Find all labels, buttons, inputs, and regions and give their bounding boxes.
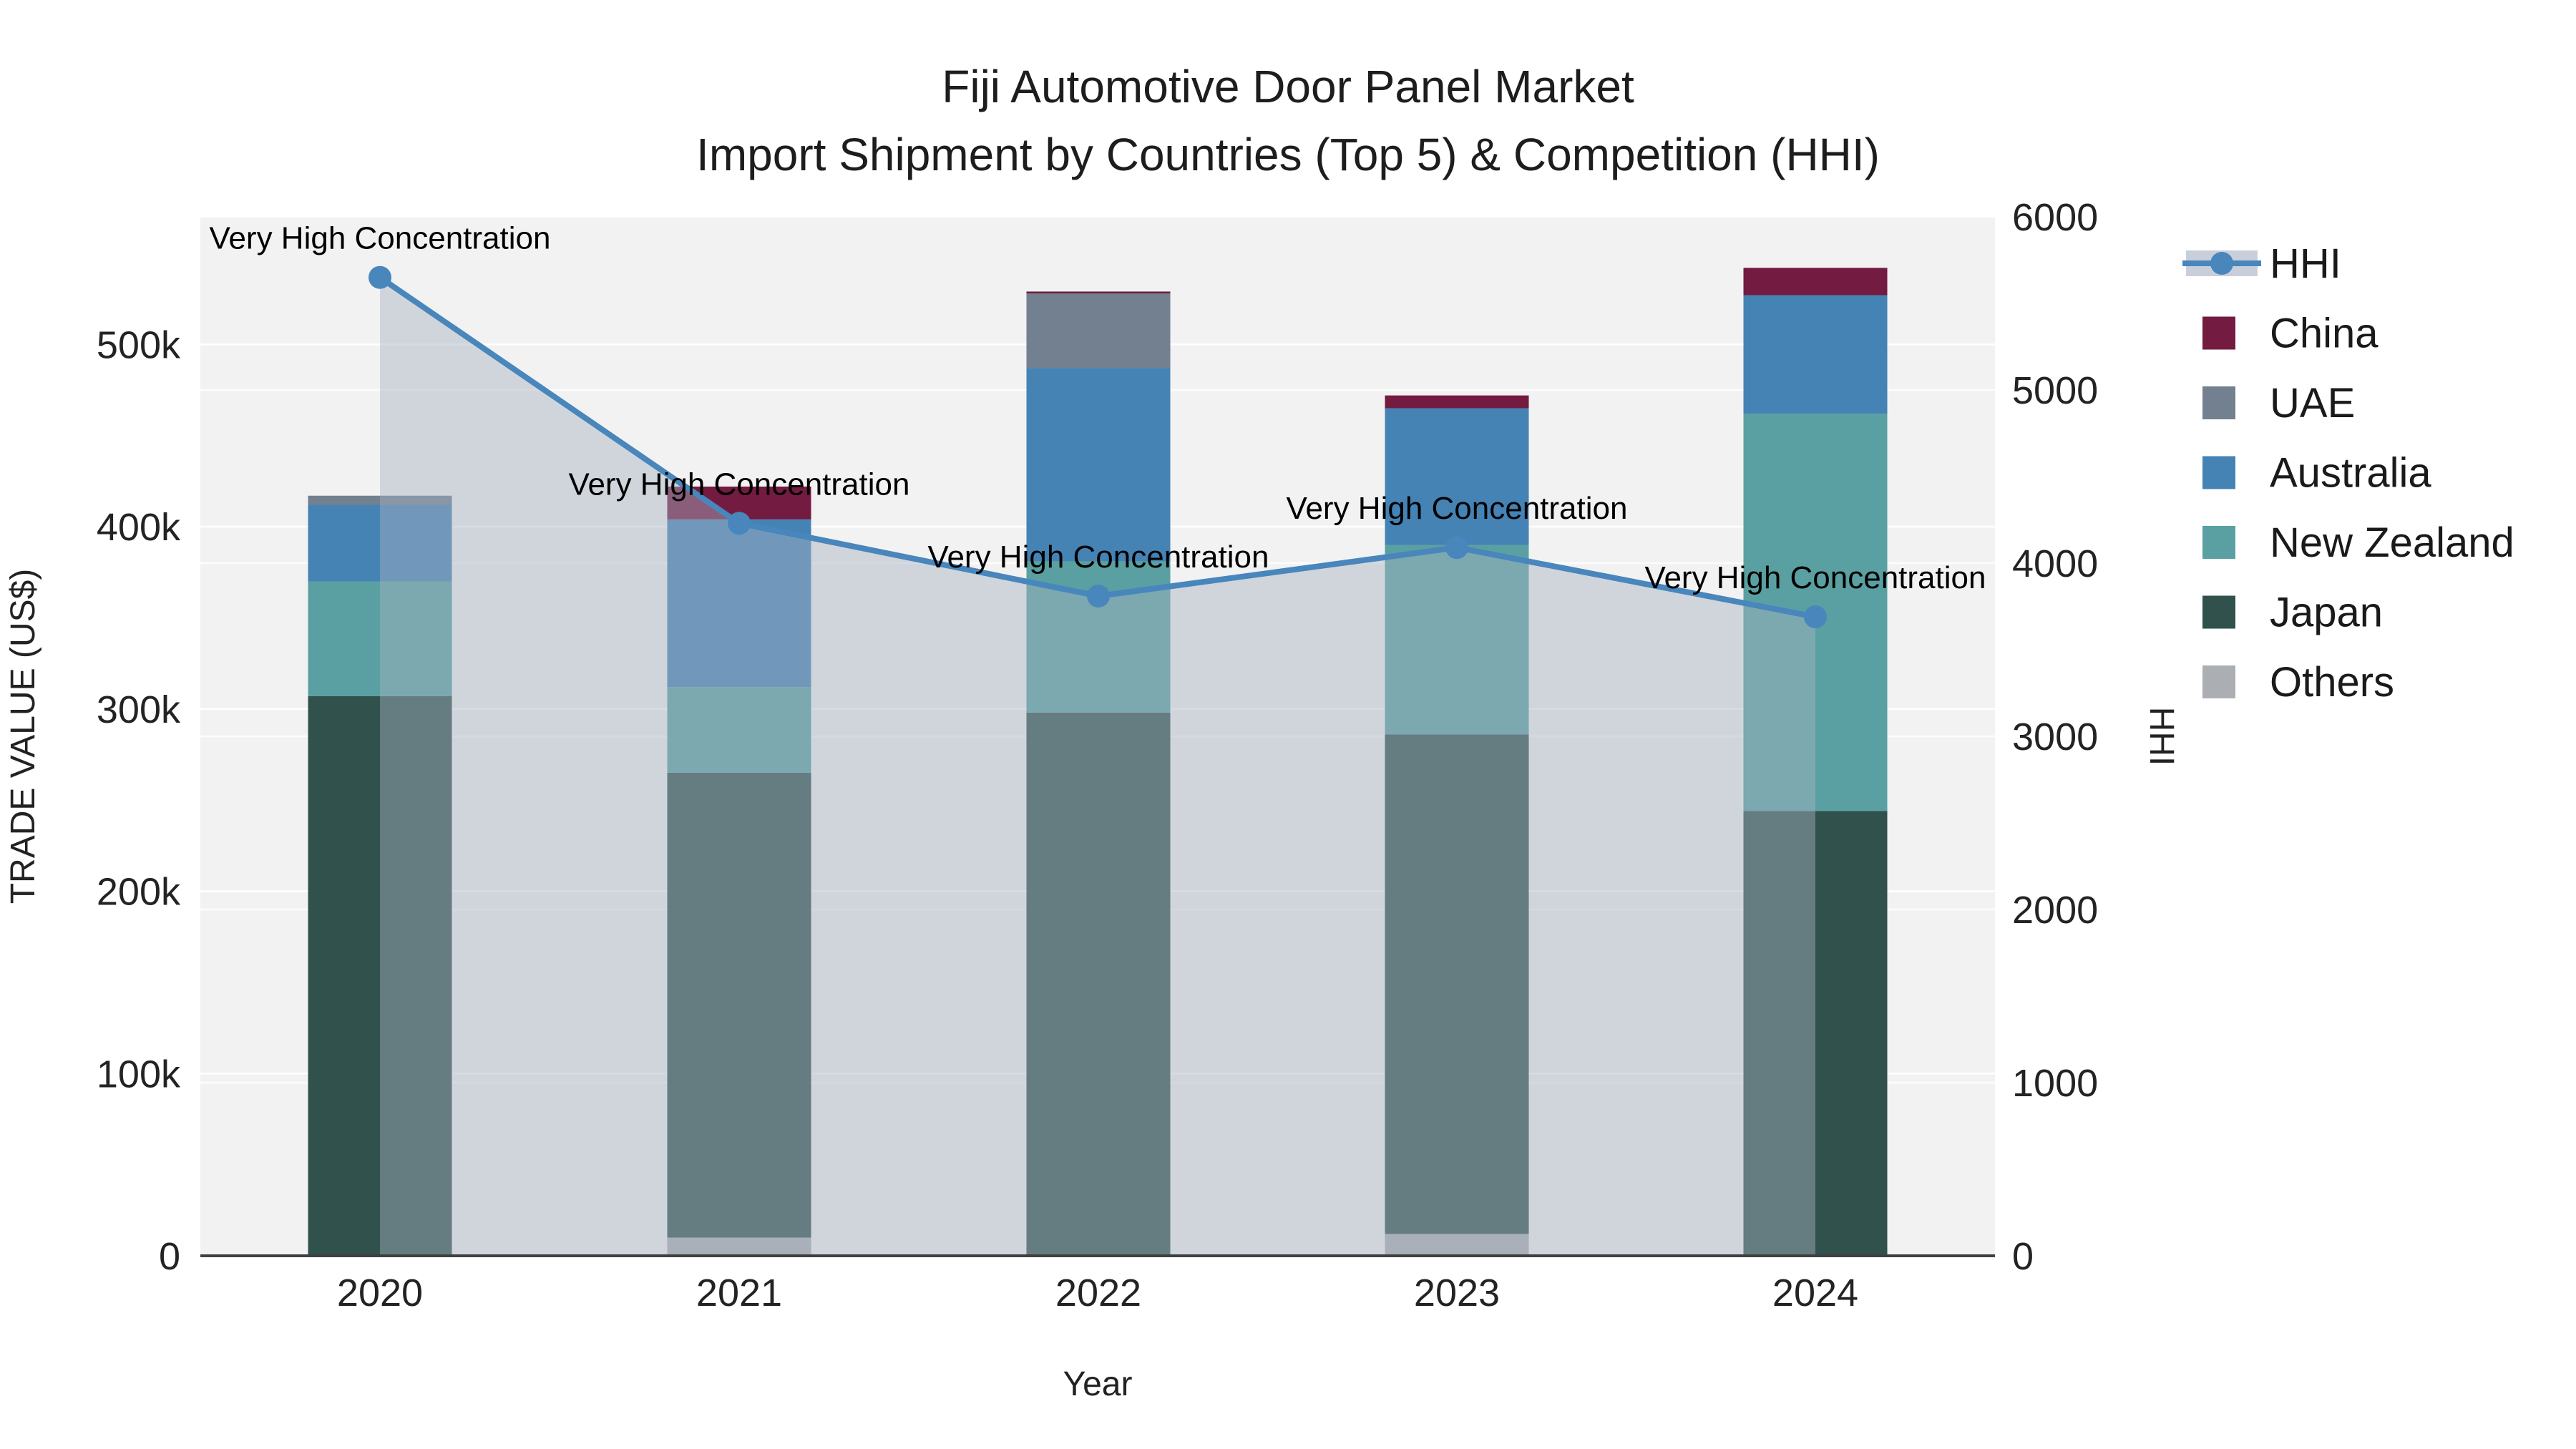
bar-segment-australia-2024 xyxy=(1743,295,1888,414)
legend-label-uae: UAE xyxy=(2270,380,2355,426)
x-axis-ticks: 2020 2021 2022 2023 2024 xyxy=(337,1272,1858,1314)
y-right-tick-label: 1000 xyxy=(2012,1062,2098,1105)
bar-segment-australia-2023 xyxy=(1385,408,1529,545)
annotation-2021: Very High Concentration xyxy=(569,467,910,502)
legend: HHI China UAE Australia New Zealand Japan Othe… xyxy=(2182,240,2514,706)
legend-item-others[interactable]: Others xyxy=(2202,659,2394,706)
hhi-marker-2024 xyxy=(1804,605,1827,629)
y-left-tick-label: 200k xyxy=(97,871,181,914)
bar-segment-new-zealand-2020 xyxy=(308,581,452,696)
bar-segment-others-2021 xyxy=(667,1237,811,1256)
y-left-tick-label: 0 xyxy=(159,1235,180,1278)
annotation-2020: Very High Concentration xyxy=(210,221,551,256)
hhi-line xyxy=(369,265,1827,629)
legend-swatch-japan xyxy=(2202,595,2235,629)
bar-segment-china-2022 xyxy=(1026,291,1171,293)
legend-swatch-others xyxy=(2202,665,2235,698)
x-tick-label-2023: 2023 xyxy=(1414,1272,1500,1314)
bar-segment-japan-2021 xyxy=(667,772,811,1238)
bar-segment-japan-2024 xyxy=(1743,811,1888,1256)
x-tick-label-2021: 2021 xyxy=(696,1272,782,1314)
legend-label-new-zealand: New Zealand xyxy=(2270,519,2514,566)
legend-item-australia[interactable]: Australia xyxy=(2202,450,2431,497)
y-right-tick-label: 3000 xyxy=(2012,716,2098,758)
bar-segment-japan-2023 xyxy=(1385,734,1529,1234)
hhi-area-fill xyxy=(380,277,1815,1257)
legend-label-japan: Japan xyxy=(2270,590,2383,636)
y-axis-right-title: HHI xyxy=(2142,707,2180,766)
annotation-2024: Very High Concentration xyxy=(1645,560,1986,595)
bar-segment-japan-2020 xyxy=(308,696,452,1256)
y-left-tick-label: 500k xyxy=(97,323,181,366)
legend-item-japan[interactable]: Japan xyxy=(2202,590,2383,636)
y-right-tick-label: 4000 xyxy=(2012,542,2098,585)
hhi-marker-2020 xyxy=(369,265,391,289)
bar-segment-japan-2022 xyxy=(1026,712,1171,1256)
legend-item-new-zealand[interactable]: New Zealand xyxy=(2202,519,2514,566)
legend-swatch-new-zealand xyxy=(2202,526,2235,559)
y-axis-left-ticks: 0 100k 200k 300k 400k 500k xyxy=(97,323,181,1278)
bar-segment-others-2023 xyxy=(1385,1234,1529,1256)
chart-subtitle: Import Shipment by Countries (Top 5) & C… xyxy=(696,129,1880,180)
annotation-2023: Very High Concentration xyxy=(1287,491,1628,526)
y-axis-right-ticks: 0 1000 2000 3000 4000 5000 6000 xyxy=(2012,196,2098,1278)
bar-segment-new-zealand-2021 xyxy=(667,687,811,773)
legend-swatch-australia xyxy=(2202,456,2235,489)
y-left-tick-label: 100k xyxy=(97,1053,181,1096)
x-axis-title: Year xyxy=(1063,1365,1133,1403)
bar-segment-new-zealand-2023 xyxy=(1385,545,1529,735)
bar-segment-australia-2020 xyxy=(308,504,452,582)
bar-segment-china-2023 xyxy=(1385,395,1529,409)
legend-swatch-china xyxy=(2202,316,2235,350)
legend-label-china: China xyxy=(2270,311,2379,357)
legend-swatch-uae xyxy=(2202,386,2235,419)
hhi-marker-swatch xyxy=(2210,252,2233,275)
legend-item-china[interactable]: China xyxy=(2202,311,2379,357)
y-right-tick-label: 5000 xyxy=(2012,369,2098,412)
legend-label-australia: Australia xyxy=(2270,450,2431,497)
bar-segment-uae-2020 xyxy=(308,495,452,505)
hhi-area-polygon xyxy=(380,277,1815,1257)
bar-segment-australia-2022 xyxy=(1026,368,1171,562)
legend-item-uae[interactable]: UAE xyxy=(2202,380,2355,426)
x-tick-label-2022: 2022 xyxy=(1055,1272,1141,1314)
bar-segment-australia-2021 xyxy=(667,519,811,688)
y-right-tick-label: 2000 xyxy=(2012,889,2098,932)
y-axis-left-title: TRADE VALUE (US$) xyxy=(4,569,42,904)
legend-label-hhi: HHI xyxy=(2270,240,2341,287)
y-right-tick-label: 6000 xyxy=(2012,196,2098,239)
y-left-tick-label: 300k xyxy=(97,688,181,731)
legend-label-others: Others xyxy=(2270,659,2394,706)
x-tick-label-2024: 2024 xyxy=(1772,1272,1858,1314)
hhi-marker-2022 xyxy=(1087,584,1110,608)
y-right-tick-label: 0 xyxy=(2012,1235,2034,1278)
bar-segment-uae-2022 xyxy=(1026,293,1171,369)
hhi-marker-2023 xyxy=(1445,536,1468,560)
legend-item-hhi[interactable]: HHI xyxy=(2182,240,2341,287)
hhi-marker-2021 xyxy=(728,512,751,535)
chart-title: Fiji Automotive Door Panel Market xyxy=(942,61,1634,112)
y-left-tick-label: 400k xyxy=(97,506,181,549)
annotations: Very High Concentration Very High Concent… xyxy=(210,221,1986,595)
x-tick-label-2020: 2020 xyxy=(337,1272,423,1314)
annotation-2022: Very High Concentration xyxy=(928,540,1269,575)
bar-segment-china-2024 xyxy=(1743,268,1888,296)
